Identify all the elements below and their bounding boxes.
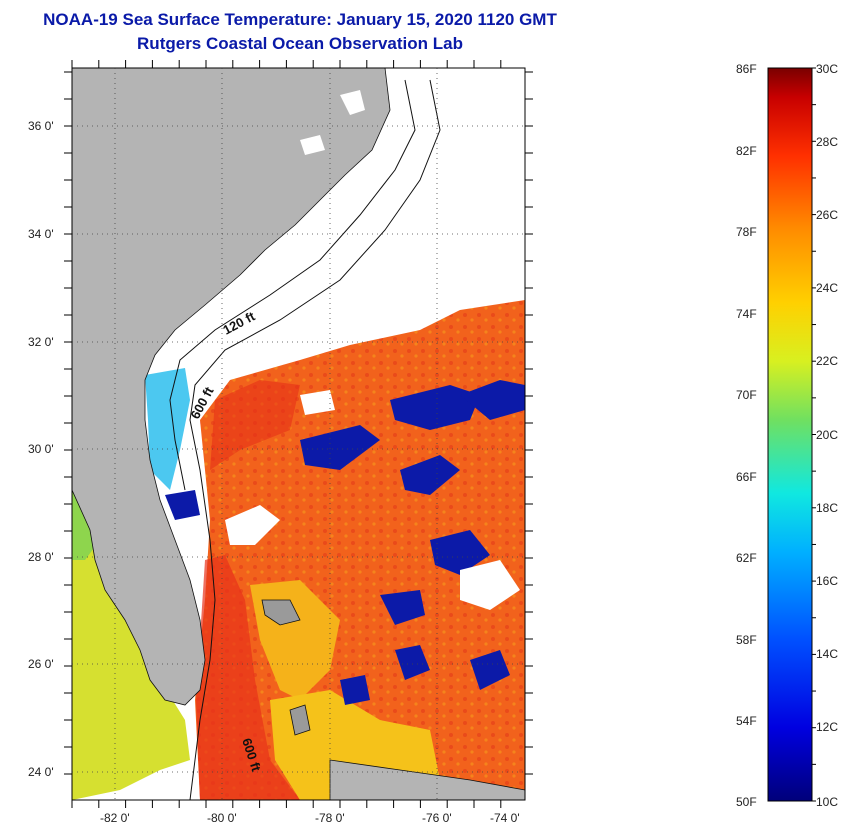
lat-label: 36 0'	[28, 119, 54, 133]
isobath-120ft	[169, 79, 416, 491]
map-subtitle: Rutgers Coastal Ocean Observation Lab	[137, 34, 463, 53]
f-label: 86F	[736, 62, 757, 76]
map-frame	[71, 67, 526, 801]
lat-label: 26 0'	[28, 657, 54, 671]
f-label: 70F	[736, 388, 757, 402]
f-label: 74F	[736, 307, 757, 321]
f-label: 58F	[736, 633, 757, 647]
f-label: 62F	[736, 551, 757, 565]
graticule	[72, 68, 525, 800]
lon-label: -82 0'	[100, 811, 130, 825]
c-label: 12C	[816, 720, 838, 734]
lat-label: 30 0'	[28, 442, 54, 456]
c-label: 20C	[816, 428, 838, 442]
colorbar-ticks	[812, 67, 816, 802]
colorbar-gradient	[767, 67, 813, 802]
f-label: 50F	[736, 795, 757, 809]
isobath-600ft	[189, 79, 441, 800]
f-label: 66F	[736, 470, 757, 484]
c-label: 26C	[816, 208, 838, 222]
lat-label: 34 0'	[28, 227, 54, 241]
cloud-cover-north	[180, 90, 525, 370]
hot-patch	[210, 380, 300, 470]
lat-label: 24 0'	[28, 765, 54, 779]
colorbar-fahrenheit-labels: 86F 82F 78F 74F 70F 66F 62F 58F 54F 50F	[736, 62, 757, 809]
cold-cloud-artifacts	[165, 380, 525, 705]
cloud-patches	[225, 390, 520, 610]
c-label: 10C	[816, 795, 838, 809]
land-southeast-us	[72, 68, 391, 706]
c-label: 30C	[816, 62, 838, 76]
c-label: 18C	[816, 501, 838, 515]
f-label: 54F	[736, 714, 757, 728]
f-label: 82F	[736, 144, 757, 158]
c-label: 24C	[816, 281, 838, 295]
land-cuba	[329, 759, 525, 800]
land-bahamas	[261, 599, 311, 736]
nearshore-cool-water	[145, 368, 190, 490]
lat-label: 32 0'	[28, 335, 54, 349]
f-label: 78F	[736, 225, 757, 239]
c-label: 28C	[816, 135, 838, 149]
pamlico-sound	[300, 90, 365, 155]
lon-label: -74 0'	[490, 811, 520, 825]
c-label: 14C	[816, 647, 838, 661]
latitude-labels: 36 0' 34 0' 32 0' 30 0' 28 0' 26 0' 24 0…	[28, 119, 54, 779]
c-label: 22C	[816, 354, 838, 368]
colorbar-celsius-labels: 30C 28C 26C 24C 22C 20C 18C 16C 14C 12C …	[816, 62, 838, 809]
axis-ticks	[64, 60, 533, 808]
c-label: 16C	[816, 574, 838, 588]
longitude-labels: -82 0' -80 0' -78 0' -76 0' -74 0'	[100, 811, 520, 825]
map-title: NOAA-19 Sea Surface Temperature: January…	[43, 10, 557, 29]
lon-label: -76 0'	[422, 811, 452, 825]
lon-label: -78 0'	[315, 811, 345, 825]
lat-label: 28 0'	[28, 550, 54, 564]
lon-label: -80 0'	[207, 811, 237, 825]
